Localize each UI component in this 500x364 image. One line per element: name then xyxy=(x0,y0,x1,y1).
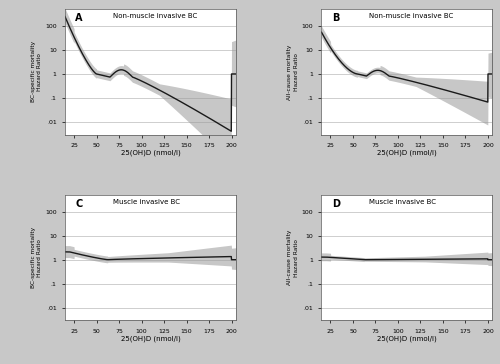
X-axis label: 25(OH)D (nmol/l): 25(OH)D (nmol/l) xyxy=(120,149,180,156)
Text: Non-muscle invasive BC: Non-muscle invasive BC xyxy=(113,13,197,19)
Text: A: A xyxy=(76,13,83,23)
X-axis label: 25(OH)D (nmol/l): 25(OH)D (nmol/l) xyxy=(377,149,437,156)
Y-axis label: All-cause mortality
Hazard Ratio: All-cause mortality Hazard Ratio xyxy=(287,230,299,285)
Text: Muscle invasive BC: Muscle invasive BC xyxy=(370,199,436,205)
Text: Muscle invasive BC: Muscle invasive BC xyxy=(113,199,180,205)
Text: D: D xyxy=(332,199,340,209)
Text: B: B xyxy=(332,13,339,23)
Text: C: C xyxy=(76,199,82,209)
Y-axis label: BC-specific mortality
Hazard Ratio: BC-specific mortality Hazard Ratio xyxy=(30,227,42,288)
X-axis label: 25(OH)D (nmol/l): 25(OH)D (nmol/l) xyxy=(377,335,437,341)
X-axis label: 25(OH)D (nmol/l): 25(OH)D (nmol/l) xyxy=(120,335,180,341)
Y-axis label: BC-specific mortality
Hazard Ratio: BC-specific mortality Hazard Ratio xyxy=(30,41,42,102)
Y-axis label: All-cause mortality
Hazard Ratio: All-cause mortality Hazard Ratio xyxy=(287,44,299,99)
Text: Non-muscle invasive BC: Non-muscle invasive BC xyxy=(370,13,454,19)
